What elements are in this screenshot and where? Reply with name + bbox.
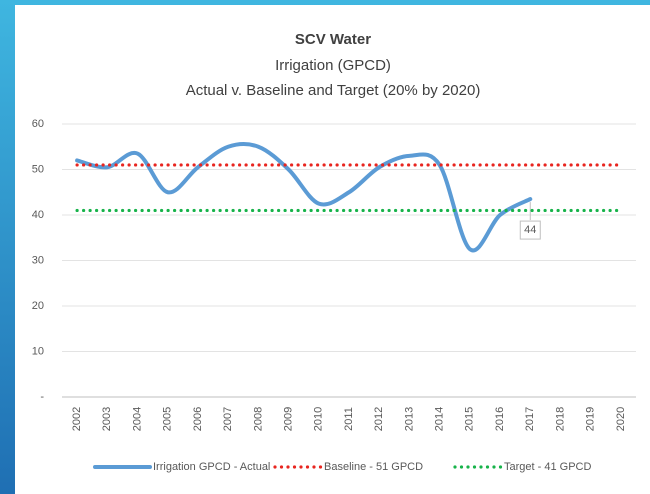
y-tick-label: - bbox=[40, 391, 44, 403]
y-tick-label: 10 bbox=[32, 345, 44, 357]
legend-label: Baseline - 51 GPCD bbox=[324, 461, 423, 473]
chart-title: SCV Water bbox=[295, 31, 371, 48]
x-tick-label: 2016 bbox=[494, 407, 506, 431]
legend-label: Irrigation GPCD - Actual bbox=[153, 461, 270, 473]
y-tick-label: 30 bbox=[32, 254, 44, 266]
x-tick-label: 2002 bbox=[71, 407, 83, 431]
data-label-box bbox=[519, 220, 541, 240]
x-tick-label: 2012 bbox=[373, 407, 385, 431]
x-tick-label: 2010 bbox=[313, 407, 325, 431]
y-tick-label: 40 bbox=[32, 209, 44, 221]
x-tick-label: 2019 bbox=[585, 407, 597, 431]
x-tick-label: 2003 bbox=[101, 407, 113, 431]
x-tick-label: 2007 bbox=[222, 407, 234, 431]
data-label: 44 bbox=[524, 224, 536, 236]
chart-background bbox=[15, 5, 650, 494]
chart-subtitle: Irrigation (GPCD) bbox=[275, 57, 391, 74]
legend-label: Target - 41 GPCD bbox=[504, 461, 591, 473]
series-line bbox=[75, 142, 533, 253]
x-tick-label: 2005 bbox=[162, 407, 174, 431]
x-tick-label: 2008 bbox=[252, 407, 264, 431]
x-tick-label: 2006 bbox=[192, 407, 204, 431]
y-tick-label: 20 bbox=[32, 300, 44, 312]
x-tick-label: 2015 bbox=[464, 407, 476, 431]
x-tick-label: 2009 bbox=[282, 407, 294, 431]
x-tick-label: 2018 bbox=[554, 407, 566, 431]
x-tick-label: 2017 bbox=[524, 407, 536, 431]
x-tick-label: 2013 bbox=[403, 407, 415, 431]
x-tick-label: 2014 bbox=[434, 407, 446, 431]
y-tick-label: 50 bbox=[32, 163, 44, 175]
x-tick-label: 2004 bbox=[131, 407, 143, 431]
y-tick-label: 60 bbox=[32, 118, 44, 130]
x-tick-label: 2020 bbox=[615, 407, 627, 431]
x-tick-label: 2011 bbox=[343, 407, 355, 431]
chart-subtitle: Actual v. Baseline and Target (20% by 20… bbox=[186, 82, 481, 99]
